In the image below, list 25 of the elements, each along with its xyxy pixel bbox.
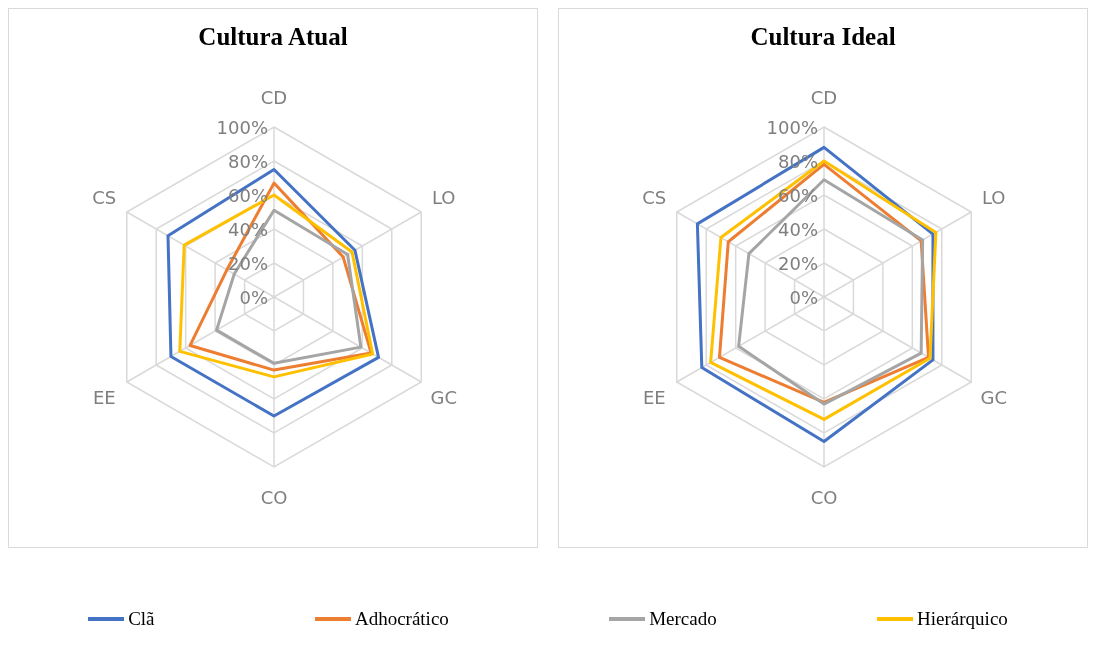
spoke-label: LO <box>431 186 456 208</box>
spoke-label: GC <box>430 386 458 408</box>
chart-title: Cultura Ideal <box>749 23 897 51</box>
y-tick-label: 80% <box>227 150 268 172</box>
y-tick-label: 100% <box>766 116 818 138</box>
spoke-label: GC <box>980 386 1008 408</box>
chart-title: Cultura Atual <box>197 23 349 51</box>
y-tick-label: 40% <box>777 218 818 240</box>
spoke-label: LO <box>981 186 1006 208</box>
spoke-label: EE <box>92 386 116 408</box>
spoke-label: CS <box>642 186 667 208</box>
legend-label: Hierárquico <box>917 608 1008 630</box>
spoke-label: EE <box>642 386 666 408</box>
spoke-label: CD <box>810 86 838 108</box>
legend-label: Mercado <box>649 608 717 630</box>
legend-label: Adhocrático <box>354 608 449 630</box>
y-tick-label: 0% <box>239 286 268 308</box>
spoke-label: CS <box>92 186 117 208</box>
spoke-label: CO <box>810 486 838 508</box>
y-tick-label: 20% <box>777 252 818 274</box>
y-tick-label: 100% <box>216 116 268 138</box>
spoke-label: CD <box>260 86 288 108</box>
legend-label: Clã <box>128 608 155 630</box>
y-tick-label: 0% <box>789 286 818 308</box>
spoke-label: CO <box>260 486 288 508</box>
